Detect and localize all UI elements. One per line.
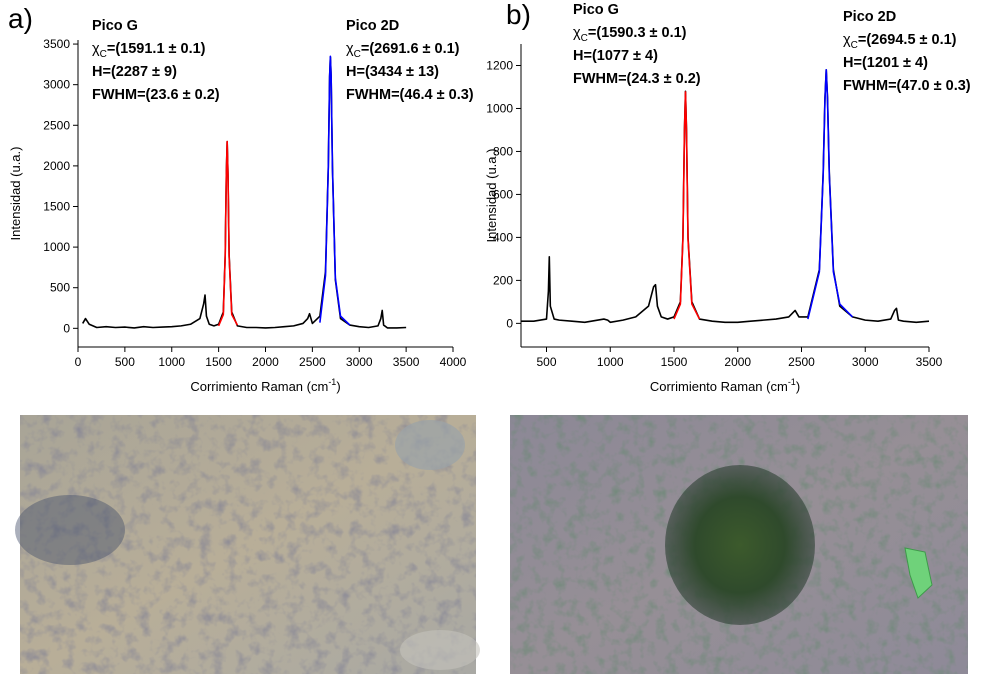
center-value: =(2694.5 ± 0.1) <box>858 32 957 48</box>
annotation-center: χC=(2691.6 ± 0.1) <box>346 41 460 60</box>
center-value: =(2691.6 ± 0.1) <box>361 41 460 57</box>
chi-sub: C <box>851 40 858 51</box>
x-label-text: Corrimiento Raman (cm <box>650 379 788 394</box>
x-label-text: Corrimiento Raman (cm <box>190 379 328 394</box>
x-tick-label: 1500 <box>661 355 688 369</box>
chart: 0 500 1000 1500 2000 2500 3000 3500 0 500 1000 1500… <box>8 3 474 394</box>
chi-symbol: χ <box>346 41 354 57</box>
x-label-sup: -1 <box>328 377 336 387</box>
annotation-center: χC=(2694.5 ± 0.1) <box>843 32 957 51</box>
x-tick-label: 3500 <box>393 355 420 369</box>
y-tick-label: 500 <box>50 281 70 295</box>
y-tick-label: 1000 <box>486 101 513 115</box>
y-axis-label: Intensidad (u.a.) <box>8 147 23 241</box>
panel-label: a) <box>8 3 33 34</box>
chart: 0 200 400 600 800 1000 1200 500 1000 1500 2000 2500… <box>484 0 971 394</box>
annotation-fwhm: FWHM=(46.4 ± 0.3) <box>346 87 474 103</box>
annotation-height: H=(3434 ± 13) <box>346 64 439 80</box>
x-tick-label: 2500 <box>788 355 815 369</box>
x-label-end: ) <box>796 379 800 394</box>
data-line <box>217 140 239 327</box>
x-axis-label: Corrimiento Raman (cm-1) <box>650 377 800 394</box>
y-tick-label: 2000 <box>43 159 70 173</box>
y-tick-label: 1000 <box>43 240 70 254</box>
x-tick-label: 1000 <box>158 355 185 369</box>
y-tick-label: 3000 <box>43 78 70 92</box>
data-line <box>521 68 930 324</box>
chi-sub: C <box>100 49 107 60</box>
x-tick-label: 3000 <box>346 355 373 369</box>
x-tick-label: 2500 <box>299 355 326 369</box>
annotation-fwhm: FWHM=(24.3 ± 0.2) <box>573 71 701 87</box>
annotation-center: χC=(1591.1 ± 0.1) <box>92 41 206 60</box>
micrograph-a <box>15 415 480 674</box>
annotation-title: Pico G <box>573 2 619 18</box>
annotation-center: χC=(1590.3 ± 0.1) <box>573 25 687 44</box>
y-tick-label: 1200 <box>486 58 513 72</box>
x-tick-label: 2000 <box>252 355 279 369</box>
x-tick-label: 4000 <box>440 355 467 369</box>
x-tick-label: 1000 <box>597 355 624 369</box>
data-line <box>673 91 701 320</box>
annotation-fwhm: FWHM=(23.6 ± 0.2) <box>92 87 220 103</box>
x-tick-label: 0 <box>75 355 82 369</box>
micrograph-b <box>510 415 968 674</box>
x-label-end: ) <box>336 379 340 394</box>
annotation-title: Pico G <box>92 18 138 34</box>
chi-symbol: χ <box>573 25 581 41</box>
x-tick-label: 500 <box>536 355 556 369</box>
x-tick-label: 2000 <box>724 355 751 369</box>
data-line <box>319 55 351 326</box>
x-tick-label: 3500 <box>916 355 943 369</box>
annotation-height: H=(1077 ± 4) <box>573 48 658 64</box>
annotation-height: H=(2287 ± 9) <box>92 64 177 80</box>
y-tick-label: 800 <box>493 144 513 158</box>
panel-label: b) <box>506 0 531 30</box>
chi-sub: C <box>354 49 361 60</box>
annotation-title: Pico 2D <box>843 9 896 25</box>
center-value: =(1590.3 ± 0.1) <box>588 25 687 41</box>
chi-sub: C <box>581 33 588 44</box>
annotation-title: Pico 2D <box>346 18 399 34</box>
center-value: =(1591.1 ± 0.1) <box>107 41 206 57</box>
data-line <box>81 56 407 329</box>
annotation-height: H=(1201 ± 4) <box>843 55 928 71</box>
data-line <box>807 68 854 320</box>
chi-symbol: χ <box>92 41 100 57</box>
annotation-fwhm: FWHM=(47.0 ± 0.3) <box>843 78 971 94</box>
y-tick-label: 0 <box>506 316 513 330</box>
y-tick-label: 2500 <box>43 118 70 132</box>
y-tick-label: 400 <box>493 230 513 244</box>
y-tick-label: 0 <box>63 321 70 335</box>
y-tick-label: 200 <box>493 273 513 287</box>
x-tick-label: 3000 <box>852 355 879 369</box>
x-axis-label: Corrimiento Raman (cm-1) <box>190 377 340 394</box>
y-tick-label: 600 <box>493 187 513 201</box>
x-tick-label: 500 <box>115 355 135 369</box>
chi-symbol: χ <box>843 32 851 48</box>
x-tick-label: 1500 <box>205 355 232 369</box>
y-tick-label: 3500 <box>43 37 70 51</box>
y-axis-label: Intensidad (u.a.) <box>484 149 499 243</box>
y-tick-label: 1500 <box>43 199 70 213</box>
x-label-sup: -1 <box>788 377 796 387</box>
